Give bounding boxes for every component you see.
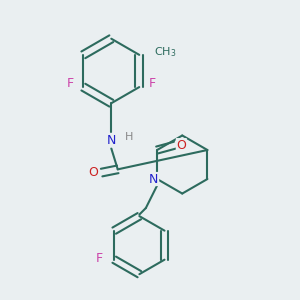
Text: H: H — [125, 132, 133, 142]
Text: N: N — [106, 134, 116, 147]
Text: O: O — [176, 139, 186, 152]
Text: O: O — [88, 166, 98, 179]
Text: F: F — [148, 77, 156, 90]
Text: F: F — [67, 77, 74, 90]
Text: CH$_3$: CH$_3$ — [154, 45, 176, 58]
Text: F: F — [96, 252, 103, 265]
Text: N: N — [149, 172, 159, 185]
